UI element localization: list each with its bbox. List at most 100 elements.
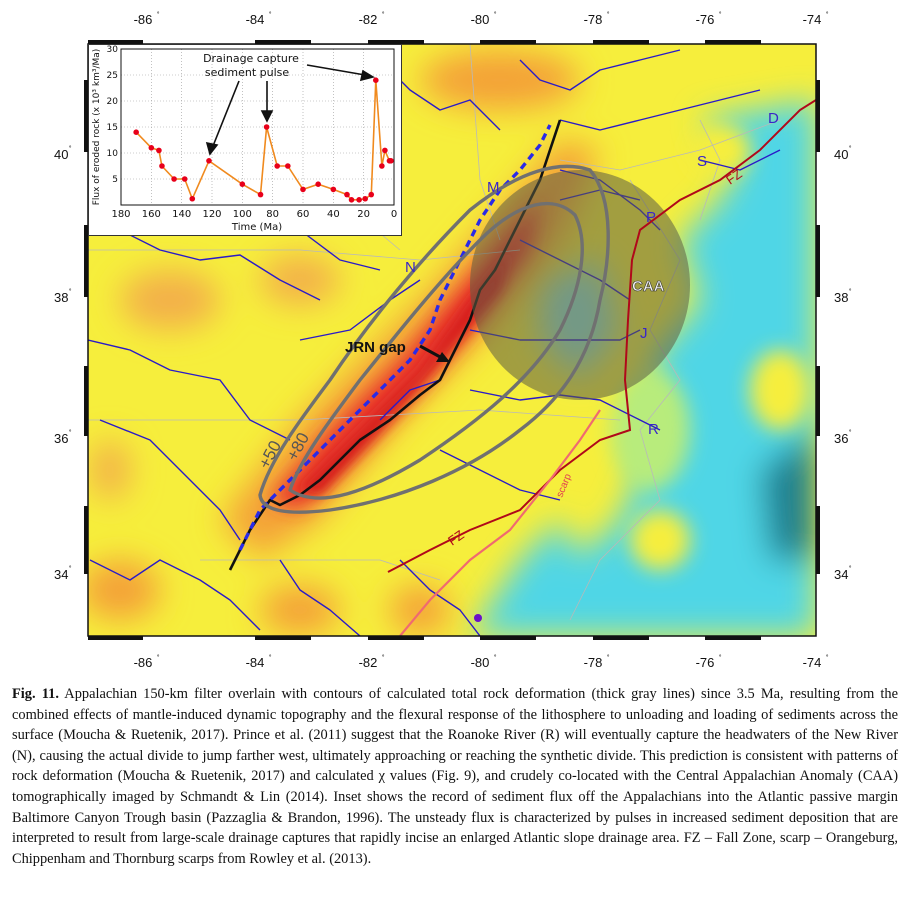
inset-y-tick-label: 25 [107,71,118,81]
annotation-line-1: Drainage capture [203,52,299,65]
inset-x-tick-label: 120 [202,209,221,220]
inset-chart-svg: 5 10 15 20 25 30 180 160 140 120 100 80 60 40 20 0 Flu… [92,45,397,233]
left-tick-label: 38 [54,290,68,305]
degree-mark: ˚ [69,288,72,297]
flux-data-point [239,181,246,187]
inset-y-tick-label: 30 [107,45,119,55]
deformation-contours [258,164,610,514]
bottom-tick-label: -80 [471,655,490,670]
map-frame [87,43,817,637]
top-tick-label: -80 [471,12,490,27]
figure-caption: Fig. 11. Appalachian 150-km filter overl… [12,684,898,869]
flux-data-point [206,158,212,164]
river-labels: D S M P N J R [405,110,779,438]
bottom-tick-label: -86 [134,655,153,670]
bottom-tick-label: -76 [696,655,715,670]
flux-data-point [171,176,177,182]
inset-x-tick-label: 20 [357,209,370,220]
bottom-tick-label: -74 [803,655,822,670]
degree-mark: ˚ [494,11,497,20]
flux-data-point [148,145,155,151]
degree-mark: ˚ [826,11,829,20]
degree-mark: ˚ [382,654,385,663]
inset-y-axis-label: Flux of eroded rock (x 10³ km³/Ma) [92,49,102,206]
right-tick-label: 38 [834,290,848,305]
river-label-s: S [697,153,707,170]
inset-x-tick-label: 40 [327,209,340,220]
right-tick-label: 34 [834,567,848,582]
top-tick-label: -82 [359,12,378,27]
flux-data-point [159,163,165,169]
bottom-tick-labels: -86 -84 -82 -80 -78 -76 -74 [134,655,822,670]
inset-x-tick-label: 80 [266,209,279,220]
river-label-n: N [405,259,416,276]
sediment-flux-inset: 5 10 15 20 25 30 180 160 140 120 100 80 60 40 20 0 Flu… [88,44,402,236]
flux-data-point [388,158,394,164]
degree-mark: ˚ [382,11,385,20]
degree-mark: ˚ [849,565,852,574]
flux-data-point [189,195,196,202]
right-tick-label: 40 [834,147,848,162]
degree-mark: ˚ [494,654,497,663]
inset-y-ticks: 5 10 15 20 25 30 [107,45,119,185]
inset-x-tick-label: 60 [297,209,310,220]
flux-data-point [274,163,281,169]
degree-mark: ˚ [849,145,852,154]
degree-mark: ˚ [269,654,272,663]
degree-mark: ˚ [69,565,72,574]
flux-data-point [356,197,362,203]
flux-data-point [344,191,350,198]
degree-mark: ˚ [607,654,610,663]
degree-mark: ˚ [269,11,272,20]
flux-data-point [379,163,385,169]
flux-data-point [315,181,321,187]
left-tick-label: 40 [54,147,68,162]
caa-anomaly-area [470,170,690,400]
flux-data-point [362,195,368,202]
flux-data-point [133,129,139,135]
map-figure: -86 -84 -82 -80 -78 -76 -74 -86 -84 -82 … [54,11,852,670]
inset-y-tick-label: 15 [107,123,118,133]
inset-x-ticks: 180 160 140 120 100 80 60 40 20 0 [111,209,397,220]
flux-data-point [257,191,264,198]
inset-x-tick-label: 100 [233,209,252,220]
degree-mark: ˚ [69,145,72,154]
flux-series-points [133,77,394,203]
degree-mark: ˚ [849,288,852,297]
degree-mark: ˚ [719,11,722,20]
degree-mark: ˚ [69,429,72,438]
degree-marks: ˚ ˚ ˚ ˚ ˚ ˚ ˚ ˚ ˚ ˚ ˚ ˚ ˚ ˚ ˚ ˚ ˚ ˚ ˚ ˚ … [69,11,852,663]
flux-data-point [330,186,337,193]
flux-data-point [368,191,375,198]
fall-zone-label-south: FZ [445,527,467,548]
inset-x-axis-label: Time (Ma) [231,222,282,233]
flux-series-line [135,80,391,201]
inset-x-tick-label: 160 [142,209,161,220]
degree-mark: ˚ [157,654,160,663]
top-tick-label: -76 [696,12,715,27]
top-tick-label: -84 [246,12,265,27]
inset-axes-frame [120,48,395,206]
flux-data-point [373,77,379,83]
degree-mark: ˚ [719,654,722,663]
bottom-tick-label: -84 [246,655,265,670]
bottom-tick-label: -78 [584,655,603,670]
top-tick-label: -74 [803,12,822,27]
filtered-topography-field [88,44,816,636]
flux-data-point [300,186,306,193]
figure-label: Fig. 11. [12,686,59,702]
river-label-m: M [487,179,500,196]
top-tick-labels: -86 -84 -82 -80 -78 -76 -74 [134,12,822,27]
scarp-line [399,409,601,636]
fall-zone-line [387,99,816,573]
flux-data-point [348,197,355,203]
annotation-arrows [205,64,376,156]
fall-zone-label-north: FZ [723,166,745,187]
river-label-r: R [648,421,659,438]
degree-mark: ˚ [849,429,852,438]
top-tick-label: -86 [134,12,153,27]
degree-mark: ˚ [826,654,829,663]
flux-data-point [285,163,291,169]
top-tick-label: -78 [584,12,603,27]
bottom-tick-label: -82 [359,655,378,670]
